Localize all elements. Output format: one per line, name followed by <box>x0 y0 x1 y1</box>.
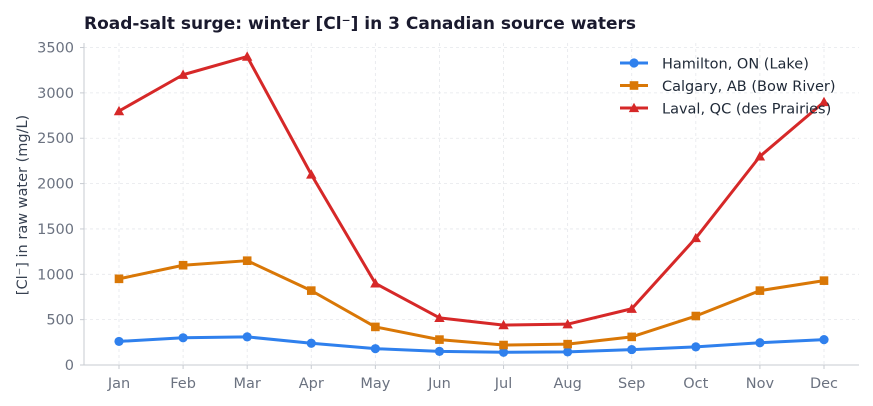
data-point <box>371 322 380 332</box>
x-tick-label: Nov <box>746 376 775 392</box>
x-axis-ticks: Jan Feb Mar Apr May Jun Jul Aug Sep Oct Nov Dec <box>107 365 838 392</box>
data-point <box>755 286 765 295</box>
data-point <box>113 105 125 116</box>
data-point <box>242 332 252 342</box>
x-tick-label: Feb <box>170 376 196 392</box>
data-point <box>370 278 381 288</box>
x-tick-label: Aug <box>553 376 581 392</box>
data-point <box>178 260 188 270</box>
data-point <box>178 333 188 343</box>
data-point <box>434 312 445 322</box>
y-tick-label: 1000 <box>37 267 74 283</box>
series-3 <box>113 51 830 330</box>
legend-label: Calgary, AB (Bow River) <box>662 79 836 95</box>
data-point <box>498 319 509 330</box>
y-tick-label: 1500 <box>37 222 74 238</box>
x-tick-label: Jan <box>107 376 130 392</box>
y-axis-label: [Cl⁻] in raw water (mg/L) <box>15 115 31 295</box>
data-point <box>242 256 252 265</box>
x-tick-label: Oct <box>683 376 708 392</box>
x-tick-label: Apr <box>299 376 324 392</box>
legend-label: Laval, QC (des Prairies) <box>662 102 831 118</box>
series-line <box>117 335 826 354</box>
legend: Hamilton, ON (Lake) Calgary, AB (Bow Rive… <box>620 57 836 118</box>
legend-item: Laval, QC (des Prairies) <box>620 102 831 118</box>
legend-swatch-marker <box>629 81 639 90</box>
data-point <box>498 347 509 357</box>
y-tick-label: 3500 <box>37 41 74 57</box>
data-point <box>755 338 765 348</box>
data-point <box>434 346 445 356</box>
data-point <box>626 303 637 313</box>
data-point <box>499 340 508 350</box>
data-point <box>370 344 380 354</box>
series-layer <box>113 51 830 357</box>
series-1 <box>114 332 829 357</box>
legend-item: Hamilton, ON (Lake) <box>620 57 809 73</box>
data-point <box>754 151 766 161</box>
y-tick-label: 500 <box>46 313 74 329</box>
series-line <box>117 55 826 327</box>
y-tick-label: 2000 <box>37 177 74 193</box>
data-point <box>562 318 573 329</box>
x-tick-label: Jul <box>494 376 513 392</box>
x-tick-label: Sep <box>618 376 645 392</box>
x-tick-label: Jun <box>427 376 451 392</box>
x-tick-label: May <box>360 376 390 392</box>
y-tick-label: 2500 <box>37 131 74 147</box>
data-point <box>627 332 637 342</box>
y-tick-label: 0 <box>65 358 74 374</box>
data-point <box>627 344 637 355</box>
x-tick-label: Mar <box>234 376 261 392</box>
y-axis-ticks: 0 500 1000 1500 2000 2500 3000 3500 <box>37 41 84 374</box>
x-tick-label: Dec <box>810 376 838 392</box>
data-point <box>306 286 316 295</box>
data-point <box>691 342 701 352</box>
data-point <box>563 339 572 349</box>
data-point <box>819 276 829 285</box>
data-point <box>818 96 830 107</box>
chart-title: Road-salt surge: winter [Cl⁻] in 3 Canad… <box>84 14 636 34</box>
data-point <box>563 347 573 357</box>
legend-label: Hamilton, ON (Lake) <box>662 57 809 73</box>
data-point <box>306 338 316 348</box>
data-point <box>691 311 701 321</box>
legend-swatch-marker <box>628 102 640 113</box>
data-point <box>819 335 829 345</box>
data-point <box>690 232 702 243</box>
legend-item: Calgary, AB (Bow River) <box>620 79 836 95</box>
data-point <box>435 335 444 344</box>
axes <box>83 43 859 366</box>
data-point <box>241 51 253 61</box>
data-point <box>306 169 317 179</box>
data-point <box>114 274 124 284</box>
data-point <box>177 69 189 79</box>
legend-swatch-marker <box>629 58 639 68</box>
series-line <box>117 259 826 347</box>
y-tick-label: 3000 <box>37 86 74 102</box>
series-2 <box>114 256 829 350</box>
data-point <box>114 336 124 347</box>
